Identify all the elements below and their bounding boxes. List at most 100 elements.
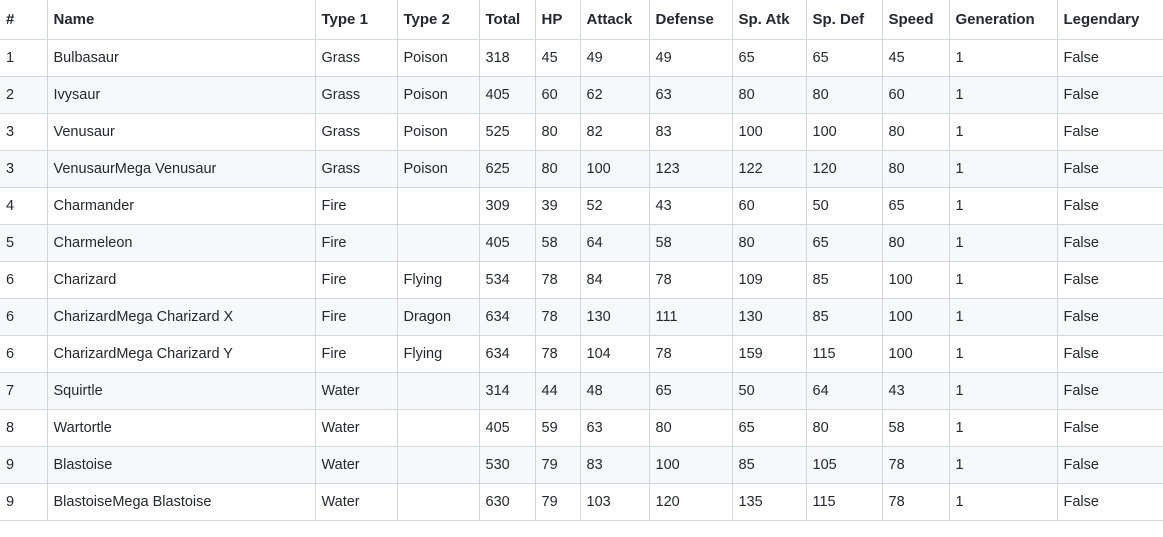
cell-sp-def: 50 (805, 186, 883, 225)
cell-speed: 65 (881, 186, 950, 225)
cell-generation: 1 (948, 371, 1058, 410)
cell-speed: 78 (881, 445, 950, 484)
cell-type-2 (396, 482, 480, 521)
cell-generation: 1 (948, 408, 1058, 447)
cell-speed: 100 (881, 334, 950, 373)
cell-attack: 83 (579, 445, 650, 484)
column-header-type-2[interactable]: Type 2 (396, 0, 480, 40)
cell-attack: 64 (579, 223, 650, 262)
cell-speed: 58 (881, 408, 950, 447)
column-header-attack[interactable]: Attack (579, 0, 650, 40)
cell-total: 405 (478, 223, 536, 262)
table-row: 2 Ivysaur Grass Poison 405 60 62 63 80 80 60 1 False (0, 75, 1163, 114)
cell-sp-def: 115 (805, 334, 883, 373)
cell-hp: 78 (534, 334, 581, 373)
cell-defense: 123 (648, 149, 733, 188)
cell-name: Charizard (46, 260, 316, 299)
cell-sp-def: 65 (805, 223, 883, 262)
cell-legendary: False (1056, 223, 1163, 262)
table-row: 3 Venusaur Grass Poison 525 80 82 83 100 100 80 1 Fa… (0, 112, 1163, 151)
cell-defense: 111 (648, 297, 733, 336)
cell-speed: 100 (881, 260, 950, 299)
cell-number: 1 (0, 38, 48, 77)
cell-number: 2 (0, 75, 48, 114)
cell-type-2: Poison (396, 75, 480, 114)
cell-total: 405 (478, 75, 536, 114)
cell-generation: 1 (948, 75, 1058, 114)
cell-generation: 1 (948, 482, 1058, 521)
cell-speed: 80 (881, 112, 950, 151)
cell-legendary: False (1056, 482, 1163, 521)
cell-sp-def: 85 (805, 297, 883, 336)
cell-generation: 1 (948, 223, 1058, 262)
cell-number: 6 (0, 297, 48, 336)
cell-defense: 65 (648, 371, 733, 410)
cell-number: 6 (0, 260, 48, 299)
cell-number: 4 (0, 186, 48, 225)
table-row: 1 Bulbasaur Grass Poison 318 45 49 49 65 65 45 1 Fal… (0, 38, 1163, 77)
cell-legendary: False (1056, 445, 1163, 484)
cell-hp: 60 (534, 75, 581, 114)
cell-type-1: Water (314, 408, 398, 447)
cell-defense: 120 (648, 482, 733, 521)
table-row: 9 Blastoise Water 530 79 83 100 85 105 78 1 False (0, 445, 1163, 484)
cell-sp-atk: 65 (731, 38, 807, 77)
cell-name: Squirtle (46, 371, 316, 410)
cell-legendary: False (1056, 408, 1163, 447)
cell-sp-def: 120 (805, 149, 883, 188)
cell-sp-atk: 80 (731, 75, 807, 114)
column-header-legendary[interactable]: Legendary (1056, 0, 1163, 40)
cell-name: VenusaurMega Venusaur (46, 149, 316, 188)
cell-sp-atk: 130 (731, 297, 807, 336)
cell-type-1: Fire (314, 260, 398, 299)
cell-total: 525 (478, 112, 536, 151)
cell-type-2 (396, 223, 480, 262)
cell-number: 7 (0, 371, 48, 410)
column-header-type-1[interactable]: Type 1 (314, 0, 398, 40)
cell-sp-atk: 80 (731, 223, 807, 262)
column-header-sp-def[interactable]: Sp. Def (805, 0, 883, 40)
cell-speed: 78 (881, 482, 950, 521)
cell-type-2: Poison (396, 112, 480, 151)
cell-legendary: False (1056, 149, 1163, 188)
cell-type-1: Fire (314, 186, 398, 225)
cell-hp: 80 (534, 112, 581, 151)
column-header-name[interactable]: Name (46, 0, 316, 40)
cell-generation: 1 (948, 112, 1058, 151)
cell-attack: 63 (579, 408, 650, 447)
cell-type-2: Dragon (396, 297, 480, 336)
column-header-generation[interactable]: Generation (948, 0, 1058, 40)
column-header-sp-atk[interactable]: Sp. Atk (731, 0, 807, 40)
cell-number: 5 (0, 223, 48, 262)
cell-type-2 (396, 186, 480, 225)
cell-name: Bulbasaur (46, 38, 316, 77)
cell-legendary: False (1056, 297, 1163, 336)
header-row: # Name Type 1 Type 2 Total HP Attack Defense Sp.… (0, 0, 1163, 40)
cell-hp: 39 (534, 186, 581, 225)
cell-type-2: Flying (396, 260, 480, 299)
cell-total: 405 (478, 408, 536, 447)
cell-total: 309 (478, 186, 536, 225)
cell-hp: 78 (534, 260, 581, 299)
cell-defense: 58 (648, 223, 733, 262)
cell-legendary: False (1056, 112, 1163, 151)
column-header-number[interactable]: # (0, 0, 48, 40)
cell-legendary: False (1056, 334, 1163, 373)
cell-sp-atk: 65 (731, 408, 807, 447)
column-header-defense[interactable]: Defense (648, 0, 733, 40)
cell-name: Charmander (46, 186, 316, 225)
cell-type-2 (396, 371, 480, 410)
cell-number: 9 (0, 482, 48, 521)
cell-speed: 45 (881, 38, 950, 77)
cell-name: CharizardMega Charizard X (46, 297, 316, 336)
cell-sp-def: 65 (805, 38, 883, 77)
cell-type-1: Water (314, 482, 398, 521)
cell-type-1: Water (314, 371, 398, 410)
pokemon-table: # Name Type 1 Type 2 Total HP Attack Defense Sp.… (0, 0, 1163, 521)
cell-defense: 100 (648, 445, 733, 484)
column-header-hp[interactable]: HP (534, 0, 581, 40)
table-row: 4 Charmander Fire 309 39 52 43 60 50 65 1 False (0, 186, 1163, 225)
cell-name: CharizardMega Charizard Y (46, 334, 316, 373)
column-header-total[interactable]: Total (478, 0, 536, 40)
column-header-speed[interactable]: Speed (881, 0, 950, 40)
